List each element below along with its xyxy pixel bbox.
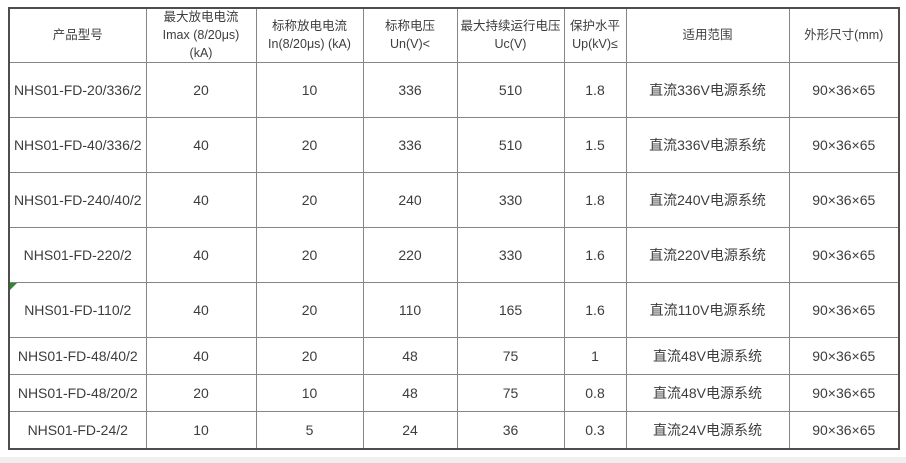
table-cell: 直流240V电源系统 xyxy=(625,172,790,229)
table-cell: 直流336V电源系统 xyxy=(625,117,790,174)
table-cell: 40 xyxy=(145,227,257,284)
table-cell: 直流48V电源系统 xyxy=(625,374,790,413)
table-cell: 240 xyxy=(362,172,458,229)
table-row: NHS01-FD-220/2 40 20 220 330 1.6 直流220V电源系统 90×… xyxy=(8,227,900,284)
table-cell: 40 xyxy=(145,172,257,229)
table-cell: 330 xyxy=(456,172,565,229)
table-cell: 10 xyxy=(145,411,257,450)
header-nominal-discharge-current: 标称放电电流 In(8/20μs) (kA) xyxy=(255,7,364,64)
table-cell: 直流110V电源系统 xyxy=(625,282,790,339)
cell-product-model: NHS01-FD-220/2 xyxy=(8,227,147,284)
cell-product-model: NHS01-FD-48/40/2 xyxy=(8,337,147,376)
table-cell: 1 xyxy=(563,337,627,376)
table-row: NHS01-FD-20/336/2 20 10 336 510 1.8 直流336V电源系统… xyxy=(8,62,900,119)
table-cell: 1.8 xyxy=(563,172,627,229)
table-header-row: 产品型号 最大放电电流 Imax (8/20μs) (kA) 标称放电电流 In… xyxy=(8,7,900,64)
table-cell: 24 xyxy=(362,411,458,450)
table-cell: 48 xyxy=(362,374,458,413)
table-cell: 90×36×65 xyxy=(788,227,900,284)
table-cell: 5 xyxy=(255,411,364,450)
table-cell: 40 xyxy=(145,337,257,376)
table-cell: 直流48V电源系统 xyxy=(625,337,790,376)
header-product-model: 产品型号 xyxy=(8,7,147,64)
table-cell: 直流24V电源系统 xyxy=(625,411,790,450)
table-cell: 40 xyxy=(145,282,257,339)
table-cell: 10 xyxy=(255,374,364,413)
product-spec-table: 产品型号 最大放电电流 Imax (8/20μs) (kA) 标称放电电流 In… xyxy=(8,7,900,450)
table-cell: 90×36×65 xyxy=(788,337,900,376)
table-cell: 90×36×65 xyxy=(788,62,900,119)
table-cell: 165 xyxy=(456,282,565,339)
table-cell: 90×36×65 xyxy=(788,117,900,174)
table-cell: 336 xyxy=(362,117,458,174)
table-row: NHS01-FD-240/40/2 40 20 240 330 1.8 直流240V电源系统… xyxy=(8,172,900,229)
table-cell: 0.3 xyxy=(563,411,627,450)
cell-product-model: NHS01-FD-240/40/2 xyxy=(8,172,147,229)
table-row: NHS01-FD-40/336/2 40 20 336 510 1.5 直流336V电源系统… xyxy=(8,117,900,174)
table-cell: 330 xyxy=(456,227,565,284)
table-cell: 1.5 xyxy=(563,117,627,174)
table-cell: 510 xyxy=(456,117,565,174)
bottom-strip xyxy=(0,457,906,463)
cell-corner-marker-icon xyxy=(10,283,17,291)
table-cell: 90×36×65 xyxy=(788,282,900,339)
header-max-discharge-current: 最大放电电流 Imax (8/20μs) (kA) xyxy=(145,7,257,64)
table-cell: 直流220V电源系统 xyxy=(625,227,790,284)
table-cell: 336 xyxy=(362,62,458,119)
header-nominal-voltage: 标称电压 Un(V)< xyxy=(362,7,458,64)
table-cell: 36 xyxy=(456,411,565,450)
table-cell: 20 xyxy=(255,117,364,174)
table-cell: 20 xyxy=(255,337,364,376)
table-row: NHS01-FD-110/2 40 20 110 165 1.6 直流110V电源系统 90×… xyxy=(8,282,900,339)
table-cell: 220 xyxy=(362,227,458,284)
table-cell: 20 xyxy=(255,172,364,229)
table-cell: 510 xyxy=(456,62,565,119)
table-body: NHS01-FD-20/336/2 20 10 336 510 1.8 直流336V电源系统… xyxy=(8,62,900,450)
header-dimensions: 外形尺寸(mm) xyxy=(788,7,900,64)
table-cell: 75 xyxy=(456,374,565,413)
table-cell: 40 xyxy=(145,117,257,174)
table-cell: 10 xyxy=(255,62,364,119)
table-cell: 90×36×65 xyxy=(788,172,900,229)
table-cell: 90×36×65 xyxy=(788,411,900,450)
table-cell: 90×36×65 xyxy=(788,374,900,413)
table-cell: 110 xyxy=(362,282,458,339)
cell-product-model: NHS01-FD-20/336/2 xyxy=(8,62,147,119)
table-row: NHS01-FD-48/20/2 20 10 48 75 0.8 直流48V电源系统 90×3… xyxy=(8,374,900,413)
header-application-scope: 适用范围 xyxy=(625,7,790,64)
cell-product-model: NHS01-FD-40/336/2 xyxy=(8,117,147,174)
table-cell: 20 xyxy=(255,227,364,284)
table-cell: 75 xyxy=(456,337,565,376)
cell-product-model: NHS01-FD-110/2 xyxy=(8,282,147,339)
table-cell: 1.8 xyxy=(563,62,627,119)
table-row: NHS01-FD-48/40/2 40 20 48 75 1 直流48V电源系统 90×36×… xyxy=(8,337,900,376)
cell-product-model: NHS01-FD-48/20/2 xyxy=(8,374,147,413)
header-protection-level: 保护水平 Up(kV)≤ xyxy=(563,7,627,64)
table-cell: 0.8 xyxy=(563,374,627,413)
table-cell: 48 xyxy=(362,337,458,376)
table-row: NHS01-FD-24/2 10 5 24 36 0.3 直流24V电源系统 90×36×65 xyxy=(8,411,900,450)
header-max-continuous-voltage: 最大持续运行电压 Uc(V) xyxy=(456,7,565,64)
table-cell: 1.6 xyxy=(563,282,627,339)
cell-product-model: NHS01-FD-24/2 xyxy=(8,411,147,450)
table-cell: 20 xyxy=(255,282,364,339)
table-cell: 20 xyxy=(145,374,257,413)
table-cell: 直流336V电源系统 xyxy=(625,62,790,119)
table-cell: 1.6 xyxy=(563,227,627,284)
table-cell: 20 xyxy=(145,62,257,119)
